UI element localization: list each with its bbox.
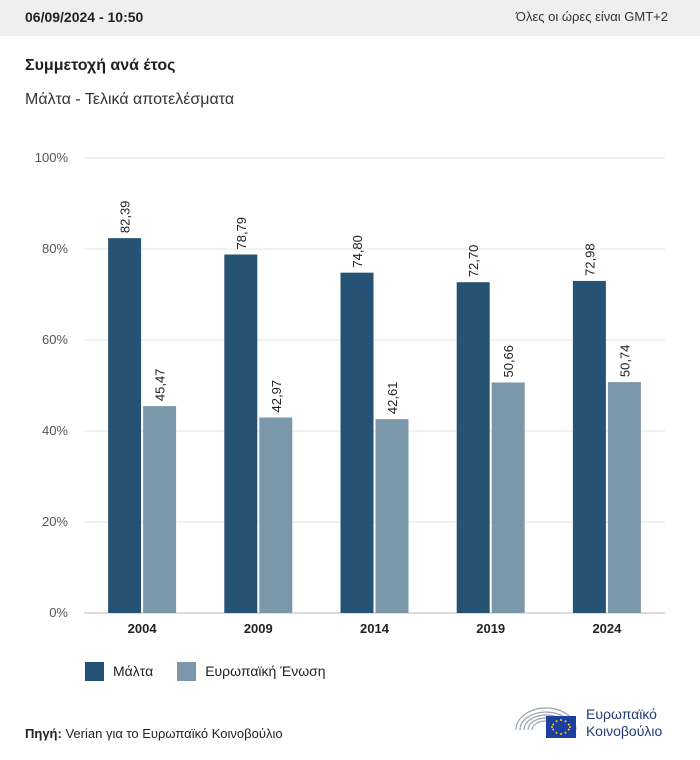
bar-eu [143,406,177,613]
legend-swatch-eu [177,661,197,681]
x-tick-label: 2009 [244,621,273,636]
data-label: 45,47 [153,369,168,402]
bar-malta [108,238,142,614]
y-tick-label: 40% [42,423,68,438]
data-label: 74,80 [350,235,365,268]
legend-label-malta: Μάλτα [113,663,154,679]
logo-text: Ευρωπαϊκό Κοινοβούλιο [586,706,662,740]
bar-eu [607,382,641,613]
data-label: 50,66 [501,345,516,378]
chart-title: Συμμετοχή ανά έτος [25,57,176,74]
data-label: 82,39 [118,201,133,234]
data-label: 42,61 [385,382,400,415]
bar-malta [456,282,490,613]
x-tick-label: 2024 [592,621,622,636]
bar-malta [572,280,606,613]
y-tick-label: 0% [49,605,68,620]
legend-item-eu: Ευρωπαϊκή Ένωση [177,661,326,681]
bar-eu [491,382,525,613]
data-label: 50,74 [617,345,632,378]
legend-swatch-malta [85,661,104,681]
x-tick-label: 2004 [128,621,158,636]
european-parliament-logo: Ευρωπαϊκό Κοινοβούλιο [512,700,682,744]
bar-chart: 0% 20% 40% 60% 80% 100% 82,39 45,47 2004 78,79 42,… [35,150,665,636]
legend: Μάλτα Ευρωπαϊκή Ένωση [85,660,350,682]
source-note: Πηγή: Verian για το Ευρωπαϊκό Κοινοβούλι… [25,726,283,741]
data-label: 72,70 [466,245,481,278]
data-label: 42,97 [269,380,284,413]
chart-subtitle: Μάλτα - Τελικά αποτελέσματα [25,91,235,108]
x-tick-label: 2019 [476,621,505,636]
logo-line-2: Κοινοβούλιο [586,723,663,739]
datetime: 06/09/2024 - 10:50 [25,9,144,25]
y-tick-label: 60% [42,332,68,347]
data-label: 78,79 [234,217,249,250]
bar-malta [224,254,258,613]
legend-item-malta: Μάλτα [85,661,154,681]
x-tick-label: 2014 [360,621,390,636]
bar-eu [259,417,293,613]
source-text: Verian για το Ευρωπαϊκό Κοινοβούλιο [65,726,283,741]
bar-malta [340,272,374,613]
legend-label-eu: Ευρωπαϊκή Ένωση [205,663,326,679]
source-label: Πηγή: [25,726,62,741]
parliament-emblem-icon [515,707,577,738]
y-tick-label: 20% [42,514,68,529]
top-bar: 06/09/2024 - 10:50 Όλες οι ώρες είναι GM… [0,0,700,36]
y-tick-label: 100% [35,150,69,165]
bar-eu [375,419,409,613]
logo-line-1: Ευρωπαϊκό [586,706,657,722]
y-tick-label: 80% [42,241,68,256]
timezone-note: Όλες οι ώρες είναι GMT+2 [515,9,668,24]
data-label: 72,98 [582,243,597,276]
